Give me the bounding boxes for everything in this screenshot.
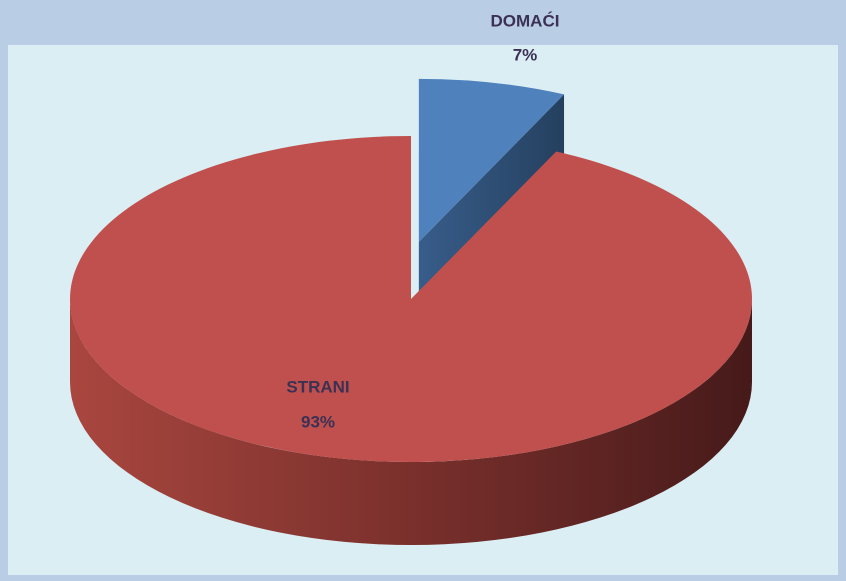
- slice-label: DOMAĆI: [491, 11, 560, 30]
- slice-value-label: 7%: [513, 45, 538, 64]
- pie-slice: [70, 136, 753, 462]
- pie-slice-side: [70, 299, 752, 545]
- slice-label: STRANI: [286, 377, 349, 396]
- pie-slice: [418, 78, 565, 242]
- slice-value-label: 93%: [301, 412, 335, 431]
